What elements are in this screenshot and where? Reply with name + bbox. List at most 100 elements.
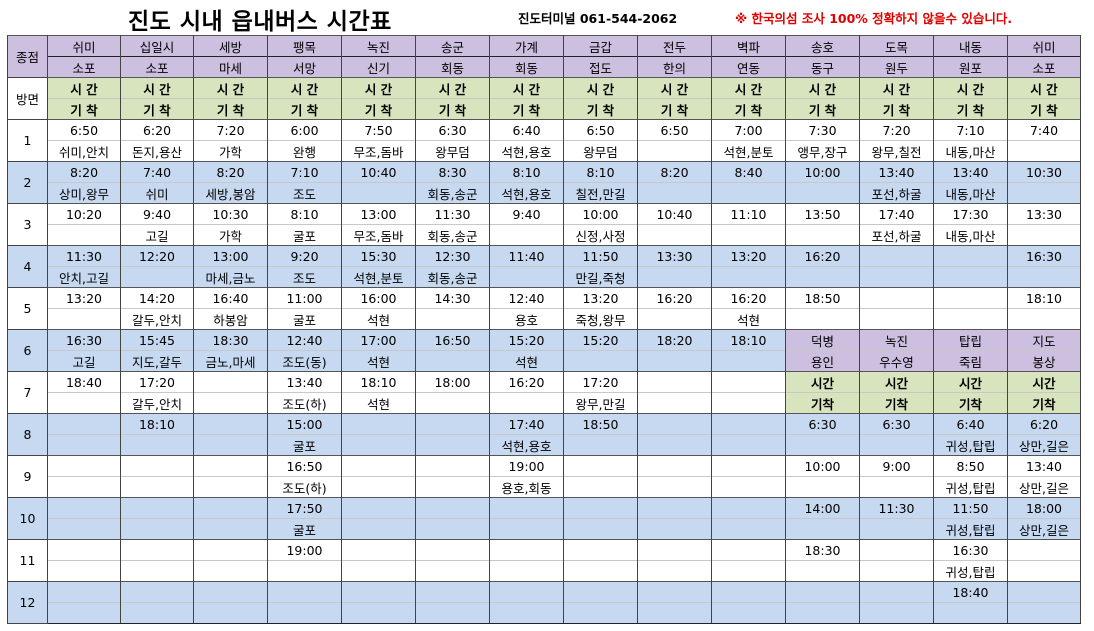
departure-time bbox=[415, 539, 490, 561]
via-stops: 회동,송군 bbox=[415, 266, 490, 288]
via-stops: 상미,왕무 bbox=[47, 182, 121, 204]
via-stops bbox=[193, 476, 268, 498]
via-stops bbox=[859, 308, 934, 330]
departure-time bbox=[415, 413, 490, 435]
via-stops bbox=[785, 560, 860, 582]
departure-time: 8:10 bbox=[267, 203, 342, 225]
table-row: 3 10:20 9:40 10:30 8:10 13:00 11:30 9:40 10:00 10… bbox=[7, 203, 1081, 246]
via-stops bbox=[933, 308, 1008, 330]
table-row: 귀성,탑립 bbox=[8, 560, 1081, 582]
via-stops bbox=[785, 266, 860, 288]
departure-time: 10:40 bbox=[341, 161, 416, 183]
via-stops bbox=[637, 434, 712, 456]
via-stops bbox=[859, 560, 934, 582]
via-stops: 조도 bbox=[267, 266, 342, 288]
via-stops: 쉬미,안치 bbox=[47, 140, 121, 162]
departure-time: 11:30 bbox=[415, 203, 490, 225]
departure-time: 10:00 bbox=[563, 203, 638, 225]
via-stops bbox=[120, 476, 194, 498]
departure-time bbox=[859, 581, 934, 603]
time-label: 시 간 bbox=[267, 77, 342, 99]
departure-time: 18:00 bbox=[415, 371, 490, 393]
departure-time: 16:20 bbox=[637, 287, 712, 309]
departure-time: 16:30 bbox=[47, 329, 121, 351]
via-stops bbox=[563, 560, 638, 582]
route-header-bottom: 회동 bbox=[489, 56, 564, 78]
departure-time: 11:50 bbox=[563, 245, 638, 267]
time-label: 시 간 bbox=[47, 77, 121, 99]
departure-time bbox=[193, 455, 268, 477]
via-stops: 쉬미 bbox=[120, 182, 194, 204]
trip-number: 8 bbox=[7, 413, 48, 456]
via-stops bbox=[120, 434, 194, 456]
sub-time-label: 시간 bbox=[1007, 371, 1081, 393]
trip-number: 11 bbox=[7, 539, 48, 582]
arrive-label: 기 착 bbox=[120, 98, 194, 120]
page-title: 진도 시내 읍내버스 시간표 bbox=[128, 9, 392, 35]
via-stops bbox=[563, 350, 638, 372]
departure-time: 19:00 bbox=[267, 539, 342, 561]
table-row: 7 18:40 17:20 13:40 18:10 18:00 16:20 17:20 시간 시간… bbox=[7, 371, 1081, 414]
via-stops bbox=[120, 518, 194, 540]
sub-arrive-label: 기착 bbox=[859, 392, 934, 414]
time-label: 시 간 bbox=[785, 77, 860, 99]
sub-route-header-bottom: 죽림 bbox=[933, 350, 1008, 372]
via-stops bbox=[415, 476, 490, 498]
departure-time bbox=[711, 455, 786, 477]
via-stops bbox=[711, 182, 786, 204]
table-row: 6 16:30 15:45 18:30 12:40 17:00 16:50 15:20 15:2… bbox=[7, 329, 1081, 372]
departure-time: 18:50 bbox=[563, 413, 638, 435]
via-stops: 가학 bbox=[193, 224, 268, 246]
route-header-bottom: 원포 bbox=[933, 56, 1008, 78]
via-stops bbox=[711, 392, 786, 414]
via-stops: 회동,송군 bbox=[415, 224, 490, 246]
via-stops bbox=[47, 392, 121, 414]
departure-time: 13:30 bbox=[1007, 203, 1081, 225]
departure-time: 7:30 bbox=[785, 119, 860, 141]
via-stops bbox=[415, 602, 490, 624]
table-row: 4 11:30 12:20 13:00 9:20 15:30 12:30 11:40 11:50… bbox=[7, 245, 1081, 288]
departure-time bbox=[193, 581, 268, 603]
route-header-bottom: 소포 bbox=[120, 56, 194, 78]
departure-time: 6:30 bbox=[859, 413, 934, 435]
departure-time: 13:40 bbox=[933, 161, 1008, 183]
sub-route-header-bottom: 우수영 bbox=[859, 350, 934, 372]
departure-time: 10:20 bbox=[47, 203, 121, 225]
departure-time bbox=[859, 287, 934, 309]
departure-time: 13:40 bbox=[267, 371, 342, 393]
via-stops bbox=[637, 140, 712, 162]
direction-label: 방면 bbox=[7, 77, 48, 120]
via-stops bbox=[933, 602, 1008, 624]
via-stops bbox=[1007, 224, 1081, 246]
departure-time: 8:20 bbox=[193, 161, 268, 183]
via-stops bbox=[711, 350, 786, 372]
sub-route-header-top: 탑립 bbox=[933, 329, 1008, 351]
via-stops bbox=[193, 518, 268, 540]
via-stops bbox=[1007, 602, 1081, 624]
departure-time: 13:20 bbox=[711, 245, 786, 267]
via-stops: 지도,갈두 bbox=[120, 350, 194, 372]
via-stops bbox=[859, 476, 934, 498]
via-stops bbox=[341, 518, 416, 540]
time-label: 시 간 bbox=[933, 77, 1008, 99]
via-stops: 금노,마세 bbox=[193, 350, 268, 372]
departure-time bbox=[47, 455, 121, 477]
via-stops bbox=[415, 518, 490, 540]
departure-time: 13:00 bbox=[341, 203, 416, 225]
departure-time bbox=[933, 245, 1008, 267]
via-stops bbox=[341, 182, 416, 204]
sub-arrive-label: 기착 bbox=[785, 392, 860, 414]
via-stops: 죽청,왕무 bbox=[563, 308, 638, 330]
departure-time bbox=[859, 245, 934, 267]
departure-time bbox=[341, 539, 416, 561]
route-header-top: 도목 bbox=[859, 35, 934, 57]
table-row: 9 16:50 19:00 10:00 9:00 8:50 13:40 bbox=[7, 455, 1081, 498]
arrive-label: 기 착 bbox=[637, 98, 712, 120]
via-stops bbox=[711, 266, 786, 288]
via-stops bbox=[120, 602, 194, 624]
departure-time bbox=[47, 413, 121, 435]
via-stops: 굴포 bbox=[267, 224, 342, 246]
departure-time bbox=[563, 455, 638, 477]
route-header-top: 내동 bbox=[933, 35, 1008, 57]
